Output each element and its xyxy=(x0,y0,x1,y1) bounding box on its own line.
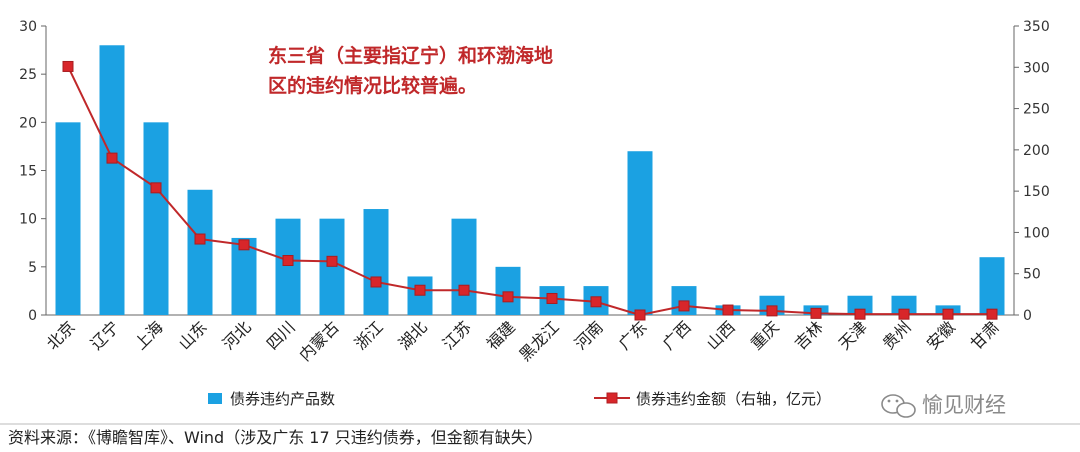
category-label: 天津 xyxy=(835,317,871,353)
legend: 债券违约产品数 债券违约金额（右轴，亿元） xyxy=(208,390,831,408)
line-marker xyxy=(414,284,426,296)
bar xyxy=(99,45,125,316)
bar xyxy=(187,189,213,315)
line-marker xyxy=(898,308,910,320)
category-label: 浙江 xyxy=(351,317,387,353)
line-marker xyxy=(722,304,734,316)
annotation-line-2: 区的违约情况比较普遍。 xyxy=(268,74,477,97)
legend-bar-swatch xyxy=(208,393,222,404)
bar-series xyxy=(55,45,1005,316)
line-marker xyxy=(106,152,118,164)
line-marker xyxy=(150,182,162,194)
right-tick-label: 300 xyxy=(1023,60,1050,76)
category-label: 山东 xyxy=(175,317,211,353)
category-label: 北京 xyxy=(43,317,79,353)
bar xyxy=(55,122,81,315)
bar xyxy=(627,151,653,315)
line-marker xyxy=(194,233,206,245)
legend-bar-label: 债券违约产品数 xyxy=(230,390,335,408)
line-marker xyxy=(502,291,514,303)
category-label: 辽宁 xyxy=(87,317,123,353)
bar xyxy=(495,266,521,315)
left-tick-label: 0 xyxy=(28,308,37,324)
line-marker xyxy=(62,60,74,72)
category-label: 吉林 xyxy=(791,317,827,353)
line-marker xyxy=(986,308,998,320)
bar xyxy=(319,218,345,315)
right-tick-label: 0 xyxy=(1023,308,1032,324)
left-axis-ticks: 0 5 10 15 20 25 30 xyxy=(19,19,46,324)
line-marker xyxy=(326,255,338,267)
line-marker xyxy=(678,300,690,312)
category-label: 重庆 xyxy=(747,317,783,353)
bar xyxy=(407,276,433,315)
left-tick-label: 15 xyxy=(19,164,37,180)
line-marker xyxy=(546,292,558,304)
bar xyxy=(451,218,477,315)
right-tick-label: 150 xyxy=(1023,184,1050,200)
line-marker xyxy=(634,309,646,321)
line-marker xyxy=(282,255,294,267)
bar xyxy=(143,122,169,315)
source-note: 资料来源：《博瞻智库》、Wind（涉及广东 17 只违约债券，但金额有缺失） xyxy=(8,428,543,447)
category-label: 上海 xyxy=(131,317,167,353)
left-tick-label: 10 xyxy=(19,212,37,228)
bar xyxy=(363,209,389,315)
category-label: 甘肃 xyxy=(967,317,1003,353)
category-label: 广西 xyxy=(659,317,695,353)
category-label: 江苏 xyxy=(439,317,475,353)
line-series xyxy=(62,60,998,321)
category-label: 安徽 xyxy=(923,317,959,353)
line-marker xyxy=(590,296,602,308)
category-label: 贵州 xyxy=(879,317,915,353)
category-label: 内蒙古 xyxy=(295,317,342,364)
watermark: 愉见财经 xyxy=(881,393,1006,418)
right-tick-label: 50 xyxy=(1023,267,1041,283)
left-tick-label: 5 xyxy=(28,260,37,276)
category-label: 福建 xyxy=(483,317,519,353)
category-label: 四川 xyxy=(263,317,299,353)
left-tick-label: 20 xyxy=(19,115,37,131)
left-tick-label: 25 xyxy=(19,67,37,83)
line-marker xyxy=(238,239,250,251)
bar xyxy=(231,237,257,315)
category-label: 河北 xyxy=(219,317,255,353)
line-marker xyxy=(370,276,382,288)
bar xyxy=(847,295,873,315)
line-marker xyxy=(810,307,822,319)
right-tick-label: 100 xyxy=(1023,225,1050,241)
line-marker xyxy=(458,284,470,296)
bar xyxy=(979,257,1005,315)
line-marker xyxy=(942,308,954,320)
line-path xyxy=(67,66,992,317)
category-label: 黑龙江 xyxy=(515,317,562,364)
category-label: 河南 xyxy=(571,317,607,353)
legend-line-label: 债券违约金额（右轴，亿元） xyxy=(636,390,831,408)
line-marker xyxy=(766,305,778,317)
bar xyxy=(275,218,301,315)
left-tick-label: 30 xyxy=(19,19,37,35)
right-tick-label: 200 xyxy=(1023,143,1050,159)
line-marker xyxy=(854,308,866,320)
category-label: 广东 xyxy=(615,317,651,353)
category-label: 山西 xyxy=(703,317,739,353)
right-tick-label: 350 xyxy=(1023,19,1050,35)
bar xyxy=(891,295,917,315)
category-label: 湖北 xyxy=(395,317,431,353)
legend-line-marker xyxy=(606,392,618,404)
right-axis-ticks: 0 50 100 150 200 250 300 350 xyxy=(1014,19,1050,324)
wechat-icon xyxy=(881,394,916,418)
annotation-line-1: 东三省（主要指辽宁）和环渤海地 xyxy=(268,44,553,67)
right-tick-label: 250 xyxy=(1023,102,1050,118)
watermark-text: 愉见财经 xyxy=(922,393,1006,417)
